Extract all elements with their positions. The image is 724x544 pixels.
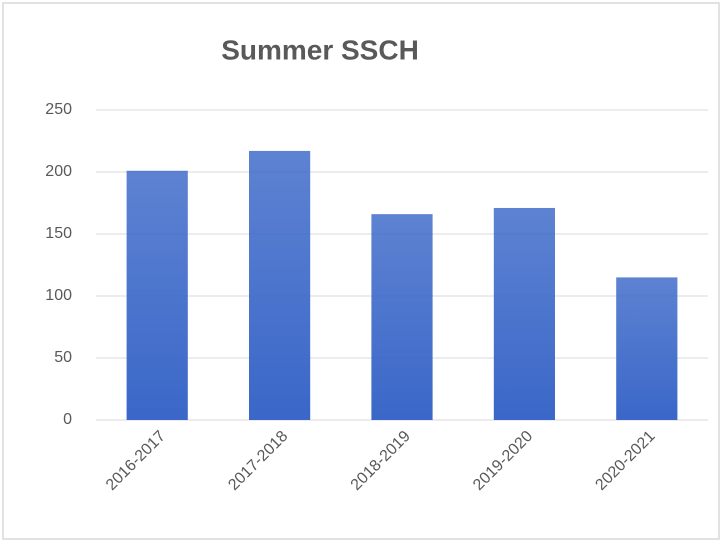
y-tick-label: 0 <box>63 411 72 428</box>
y-tick-label: 200 <box>45 163 72 180</box>
bar <box>371 214 433 420</box>
bar <box>126 170 188 420</box>
bar <box>616 277 678 420</box>
y-tick-label: 100 <box>45 287 72 304</box>
chart-title: Summer SSCH <box>221 34 419 65</box>
y-tick-label: 50 <box>54 349 72 366</box>
y-tick-label: 150 <box>45 225 72 242</box>
bar <box>493 207 555 420</box>
bar <box>249 150 311 421</box>
y-tick-label: 250 <box>45 101 72 118</box>
